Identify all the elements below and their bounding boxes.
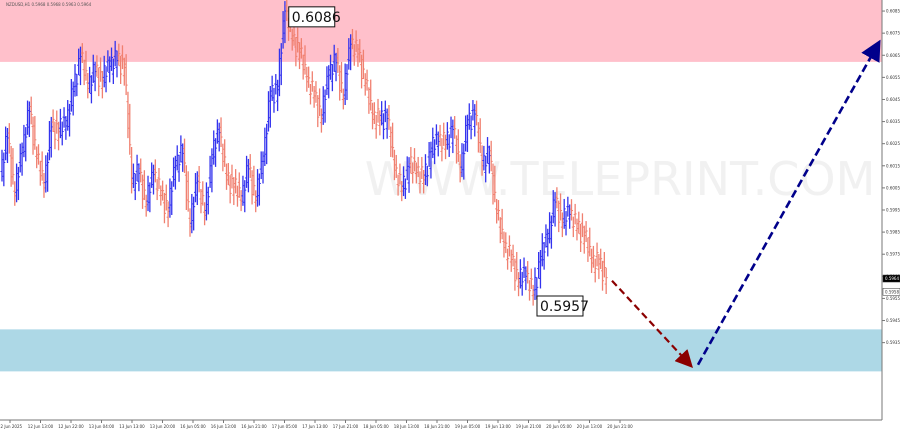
resistance-zone: [0, 0, 882, 62]
y-tick-label: 0.6025: [886, 141, 900, 146]
x-axis-ticks: 12 Jun 2025 12 Jun 13:00 12 Jun 22:00 13 Ju…: [0, 420, 633, 429]
y-tick-label: 0.5975: [886, 252, 900, 257]
x-tick-label: 16 Jun 13:00: [211, 424, 237, 429]
header-symbol: NZDUSD,H1 0.5968 0.5968 0.5963 0.5964: [6, 2, 92, 7]
forecast-down-arrow: [611, 279, 693, 368]
x-tick-label: 17 Jun 05:00: [272, 424, 298, 429]
x-tick-label: 16 Jun 05:00: [180, 424, 206, 429]
y-tick-label: 0.5945: [886, 318, 900, 323]
y-tick-label: 0.6075: [886, 31, 900, 36]
support-zone: [0, 329, 882, 372]
y-tick-label: 0.5985: [886, 230, 900, 235]
y-tick-label: 0.5935: [886, 340, 900, 345]
x-tick-label: 18 Jun 13:00: [394, 424, 420, 429]
price-annotations: 0.6086 0.5957: [288, 6, 589, 317]
x-tick-label: 13 Jun 04:00: [89, 424, 115, 429]
x-tick-label: 17 Jun 13:00: [302, 424, 328, 429]
y-tick-label: 0.6055: [886, 75, 900, 80]
x-tick-label: 12 Jun 22:00: [58, 424, 84, 429]
price-label-box: [882, 288, 900, 296]
forecast-arrows: [611, 39, 881, 368]
current-price-labels: 0.5964 0.5958: [882, 274, 900, 296]
x-tick-label: 16 Jun 21:00: [241, 424, 267, 429]
x-tick-label: 19 Jun 05:00: [455, 424, 481, 429]
x-tick-label: 20 Jun 21:00: [607, 424, 633, 429]
y-tick-label: 0.5995: [886, 208, 900, 213]
y-tick-label: 0.6045: [886, 97, 900, 102]
x-tick-label: 18 Jun 21:00: [424, 424, 450, 429]
x-tick-label: 12 Jun 2025: [0, 424, 22, 429]
price-bars: [0, 0, 608, 306]
annotation-box: [288, 6, 336, 28]
x-tick-label: 12 Jun 13:00: [28, 424, 54, 429]
y-tick-label: 0.6085: [886, 9, 900, 14]
y-tick-label: 0.5955: [886, 296, 900, 301]
x-tick-label: 19 Jun 13:00: [485, 424, 511, 429]
x-tick-label: 18 Jun 05:00: [363, 424, 389, 429]
y-tick-label: 0.6035: [886, 119, 900, 124]
watermark: WWW.TELEPRINT.COM: [365, 152, 876, 206]
x-tick-label: 17 Jun 21:00: [333, 424, 359, 429]
price-label-box: [882, 274, 900, 283]
x-tick-label: 20 Jun 13:00: [577, 424, 603, 429]
y-tick-label: 0.6065: [886, 53, 900, 58]
y-tick-label: 0.6005: [886, 185, 900, 190]
price-label-text: 0.5964: [885, 276, 899, 281]
y-tick-label: 0.6015: [886, 163, 900, 168]
x-tick-label: 20 Jun 05:00: [546, 424, 572, 429]
x-tick-label: 19 Jun 21:00: [516, 424, 542, 429]
forecast-up-arrow: [696, 39, 881, 366]
x-tick-label: 13 Jun 13:00: [119, 424, 145, 429]
annotation-box: [536, 295, 584, 317]
price-label-text: 0.5958: [885, 289, 899, 294]
annotation-label: 0.6086: [292, 10, 341, 26]
x-tick-label: 13 Jun 20:00: [150, 424, 176, 429]
annotation-label: 0.5957: [540, 299, 589, 315]
